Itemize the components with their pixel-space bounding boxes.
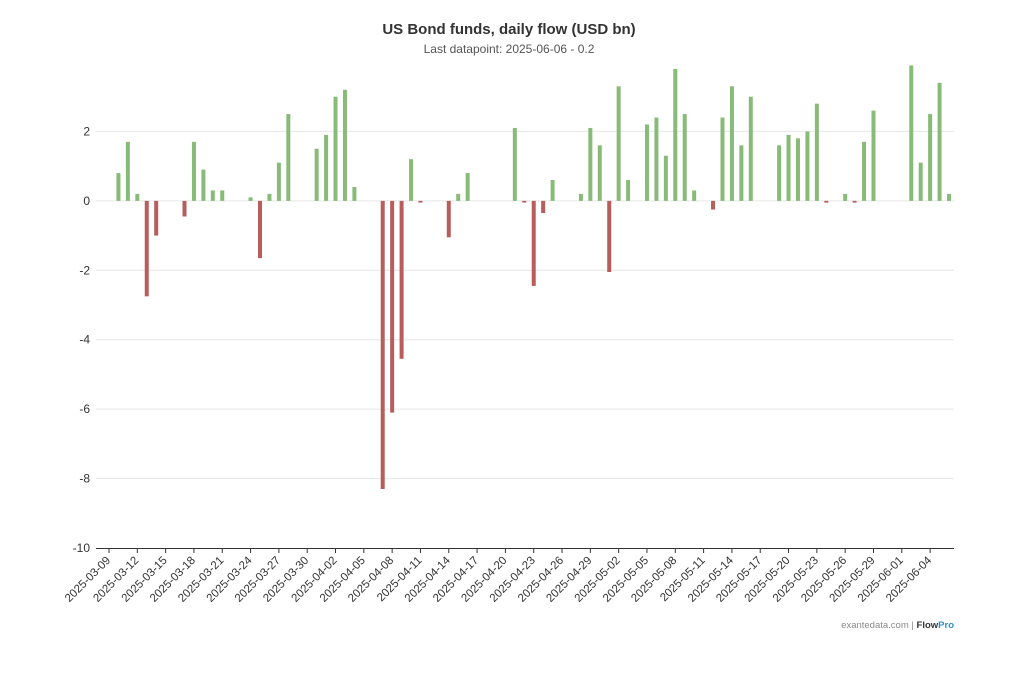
y-tick-label: -2 <box>79 263 90 277</box>
bar <box>597 145 602 201</box>
bar <box>626 180 631 201</box>
bar <box>607 200 612 273</box>
bar <box>786 134 791 201</box>
y-tick-label: -10 <box>73 541 91 555</box>
bar <box>522 200 527 203</box>
bar <box>210 190 215 201</box>
y-tick-label: 0 <box>83 194 90 208</box>
bar <box>390 200 395 413</box>
bar <box>201 169 206 201</box>
y-tick-label: -4 <box>79 333 90 347</box>
bar <box>276 162 281 201</box>
bar <box>182 200 187 217</box>
y-tick-label: -6 <box>79 402 90 416</box>
credit-text: exantedata.com | FlowPro <box>841 620 954 631</box>
bar <box>673 68 678 201</box>
bar <box>512 127 517 201</box>
bar <box>692 190 697 201</box>
bar <box>909 65 914 201</box>
bar <box>352 186 357 201</box>
bar <box>116 173 121 201</box>
y-tick-label: 2 <box>83 124 90 138</box>
bar <box>541 200 546 214</box>
chart-subtitle: Last datapoint: 2025-06-06 - 0.2 <box>424 42 595 56</box>
credit-brand-flow: Flow <box>917 620 939 631</box>
bar <box>795 138 800 201</box>
bar <box>937 82 942 201</box>
bar <box>191 141 196 201</box>
bar <box>286 114 291 201</box>
bar <box>947 193 951 201</box>
bar <box>409 159 414 201</box>
bar <box>456 193 461 201</box>
bar <box>314 148 319 201</box>
bar <box>711 200 716 210</box>
bar <box>748 96 753 201</box>
bar <box>729 86 734 201</box>
bar <box>380 200 385 489</box>
bar <box>616 86 621 201</box>
bar <box>531 200 536 286</box>
credit-separator: | <box>909 620 917 631</box>
bar <box>588 127 593 201</box>
bar <box>154 200 159 236</box>
bar <box>248 197 253 201</box>
bar <box>550 180 555 201</box>
bar <box>333 96 338 201</box>
bar <box>125 141 130 201</box>
y-axis: 2 0 -2 -4 -6 -8 -10 <box>73 124 91 555</box>
bar <box>682 114 687 201</box>
credit-brand-pro: Pro <box>938 620 954 631</box>
bar <box>324 134 329 201</box>
bar <box>862 141 867 201</box>
bar <box>578 193 583 201</box>
bar <box>739 145 744 201</box>
bar <box>644 124 649 201</box>
bar <box>135 193 140 201</box>
bar <box>267 193 272 201</box>
bars <box>116 65 951 489</box>
bar <box>871 110 876 201</box>
bar <box>843 193 848 201</box>
bar <box>918 162 923 201</box>
bar <box>720 117 725 201</box>
bar <box>824 200 829 203</box>
bar <box>663 155 668 201</box>
bar <box>654 117 659 201</box>
bar <box>465 173 470 201</box>
gridlines <box>96 130 954 480</box>
y-tick-label: -8 <box>79 472 90 486</box>
x-tick-labels: 2025-03-092025-03-122025-03-152025-03-18… <box>63 548 935 605</box>
chart-title: US Bond funds, daily flow (USD bn) <box>382 21 635 38</box>
bar <box>928 114 933 201</box>
bar <box>144 200 149 297</box>
bar <box>342 89 347 201</box>
bar <box>446 200 451 238</box>
bar <box>399 200 404 359</box>
bar <box>814 103 819 201</box>
bar <box>220 190 225 201</box>
bar <box>418 200 423 203</box>
credit-site: exantedata.com <box>841 620 909 631</box>
bar <box>805 131 810 201</box>
bar <box>258 200 263 259</box>
bar <box>852 200 857 203</box>
bar <box>777 145 782 201</box>
